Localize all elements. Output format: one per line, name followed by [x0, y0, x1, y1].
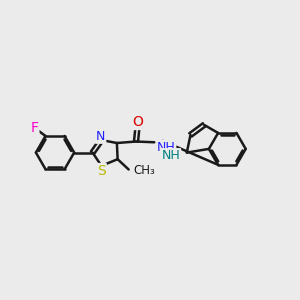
Text: F: F — [30, 121, 38, 135]
Text: NH: NH — [157, 141, 175, 154]
Text: S: S — [97, 164, 106, 178]
Text: NH: NH — [161, 149, 180, 162]
Text: O: O — [132, 115, 143, 129]
Text: N: N — [96, 130, 105, 143]
Text: CH₃: CH₃ — [133, 164, 155, 177]
